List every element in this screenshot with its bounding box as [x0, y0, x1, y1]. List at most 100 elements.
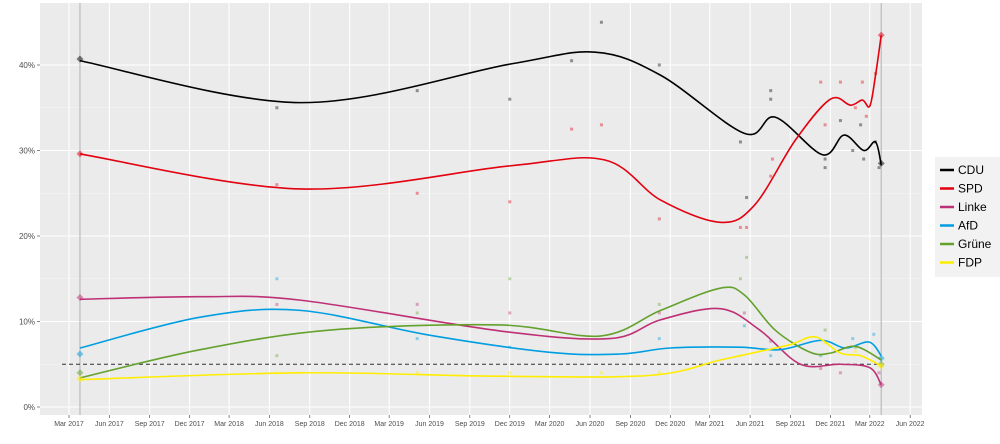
- x-tick-label: Sep 2017: [135, 421, 165, 428]
- legend-label: FDP: [958, 256, 982, 270]
- legend-label: AfD: [958, 219, 978, 233]
- trend-line-afd: [79, 308, 882, 357]
- poll-point-gruene: [657, 302, 661, 306]
- poll-point-afd: [851, 337, 855, 341]
- poll-point-cdu: [508, 97, 512, 101]
- election-result-gruene: [76, 369, 84, 377]
- poll-point-fdp: [599, 371, 603, 375]
- poll-point-afd: [819, 354, 823, 358]
- poll-point-gruene: [745, 255, 749, 259]
- x-tick-label: Dec 2017: [175, 421, 205, 428]
- x-tick-label: Dec 2019: [495, 421, 525, 428]
- poll-point-spd: [860, 80, 864, 84]
- poll-point-afd: [415, 337, 419, 341]
- x-tick-label: Sep 2018: [295, 421, 325, 428]
- poll-point-gruene: [853, 345, 857, 349]
- election-result-fdp: [877, 362, 885, 370]
- poll-point-cdu: [415, 89, 419, 93]
- x-tick-label: Mar 2017: [54, 421, 84, 428]
- poll-point-cdu: [862, 157, 866, 161]
- poll-point-linke: [769, 339, 773, 343]
- trend-line-spd: [79, 34, 883, 224]
- x-tick-label: Sep 2021: [775, 421, 805, 428]
- x-tick-label: Jun 2019: [415, 421, 444, 428]
- election-result-linke: [76, 294, 84, 302]
- x-tick-label: Sep 2019: [455, 421, 485, 428]
- y-tick-label: 10%: [19, 318, 35, 327]
- poll-point-cdu: [570, 59, 574, 63]
- x-tick-label: Mar 2020: [535, 421, 565, 428]
- poll-point-spd: [819, 80, 823, 84]
- poll-point-gruene: [508, 277, 512, 281]
- election-result-afd: [877, 354, 885, 362]
- poll-point-gruene: [275, 354, 279, 358]
- election-result-spd: [76, 150, 84, 158]
- election-result-cdu: [877, 159, 885, 167]
- poll-point-linke: [742, 311, 746, 315]
- poll-point-cdu: [769, 97, 773, 101]
- poll-point-linke: [508, 311, 512, 315]
- y-tick-label: 40%: [19, 61, 35, 70]
- poll-point-spd: [657, 217, 661, 221]
- poll-point-spd: [415, 191, 419, 195]
- legend-label: Grüne: [958, 237, 992, 251]
- poll-point-cdu: [877, 166, 881, 170]
- poll-point-spd: [738, 225, 742, 229]
- poll-point-cdu: [851, 149, 855, 152]
- poll-point-linke: [838, 371, 842, 375]
- election-result-spd: [877, 31, 885, 39]
- trend-line-linke: [79, 295, 882, 386]
- election-result-linke: [877, 381, 885, 389]
- poll-point-afd: [742, 324, 746, 328]
- poll-point-cdu: [745, 196, 749, 200]
- election-result-fdp: [76, 375, 84, 383]
- poll-point-spd: [570, 127, 574, 131]
- poll-point-fdp: [508, 371, 512, 375]
- poll-point-spd: [745, 225, 749, 229]
- legend: CDU SPD Linke AfD Grüne FDP: [935, 157, 1000, 277]
- poll-point-spd: [508, 200, 512, 204]
- poll-point-linke: [877, 371, 881, 375]
- poll-point-cdu: [275, 106, 279, 110]
- election-result-afd: [76, 350, 84, 358]
- poll-point-spd: [769, 174, 773, 178]
- x-tick-label: Mar 2018: [214, 421, 244, 428]
- x-tick-label: Jun 2022: [896, 421, 925, 428]
- poll-point-fdp: [657, 371, 661, 375]
- poll-point-linke: [275, 302, 279, 306]
- poll-point-cdu: [859, 123, 863, 127]
- poll-point-cdu: [823, 157, 827, 161]
- poll-point-gruene: [415, 311, 419, 315]
- y-tick-label: 0%: [23, 403, 35, 412]
- x-tick-label: Dec 2020: [655, 421, 685, 428]
- legend-label: Linke: [958, 200, 987, 214]
- poll-point-cdu: [599, 20, 603, 24]
- x-tick-label: Dec 2018: [335, 421, 365, 428]
- poll-point-linke: [415, 302, 419, 306]
- x-tick-label: Sep 2020: [615, 421, 645, 428]
- poll-point-fdp: [415, 371, 419, 375]
- poll-point-linke: [819, 367, 823, 371]
- poll-point-gruene: [738, 277, 742, 281]
- y-tick-label: 20%: [19, 232, 35, 241]
- poll-point-spd: [864, 114, 868, 118]
- poll-point-spd: [838, 80, 842, 84]
- poll-point-cdu: [823, 166, 827, 170]
- poll-point-afd: [275, 277, 279, 281]
- election-result-cdu: [76, 55, 84, 63]
- poll-point-afd: [872, 332, 876, 336]
- poll-point-afd: [657, 337, 661, 341]
- poll-point-spd: [823, 123, 827, 127]
- poll-point-cdu: [769, 89, 773, 93]
- legend-box: [935, 157, 1000, 277]
- x-tick-label: Jun 2021: [736, 421, 765, 428]
- poll-point-spd: [853, 106, 857, 110]
- poll-point-gruene: [823, 328, 827, 332]
- trend-line-fdp: [79, 335, 882, 381]
- x-tick-label: Jun 2020: [576, 421, 605, 428]
- poll-point-cdu: [738, 140, 742, 144]
- poll-point-cdu: [657, 63, 661, 67]
- x-tick-label: Mar 2019: [374, 421, 404, 428]
- plot-panel: [40, 3, 922, 415]
